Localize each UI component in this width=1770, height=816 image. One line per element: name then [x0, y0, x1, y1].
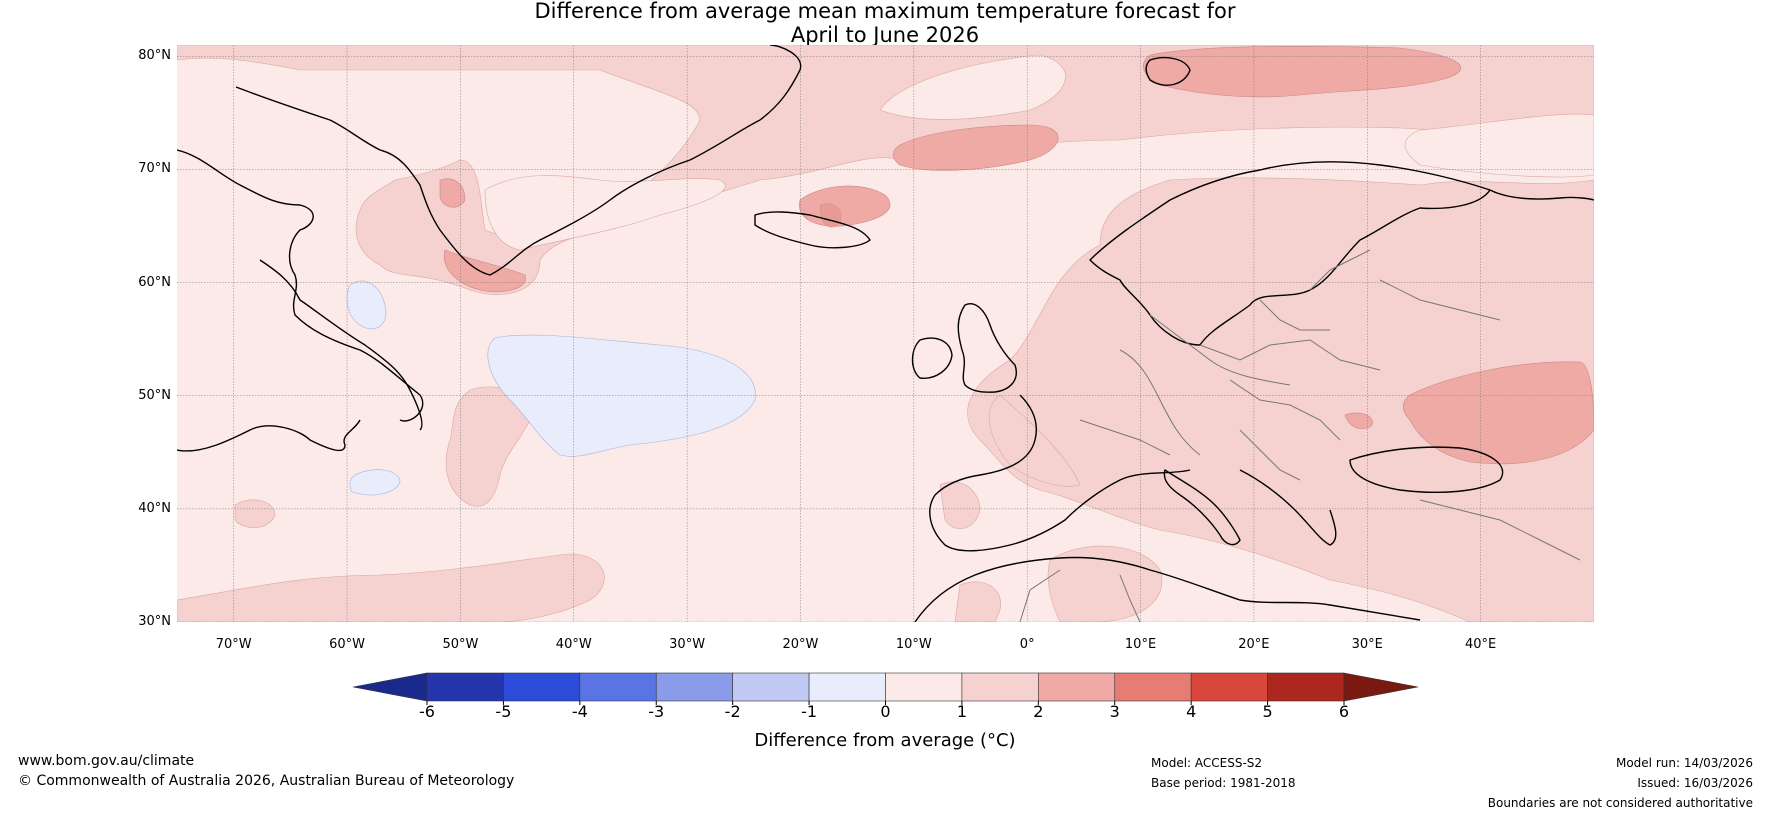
- longitude-label: 70°W: [215, 637, 252, 652]
- latitude-label: 30°N: [138, 614, 171, 629]
- coastlines: [177, 45, 1594, 622]
- anomaly-region-2-3-greenland-w: [439, 178, 466, 208]
- title-line-1: Difference from average mean maximum tem…: [534, 0, 1236, 23]
- anomaly-contours: [177, 45, 1594, 622]
- latitude-label: 80°N: [138, 48, 171, 64]
- footer-base-period: Base period: 1981-2018: [1151, 776, 1296, 790]
- colorbar-segment: [579, 672, 657, 702]
- colorbar-tick-label: 6: [1338, 702, 1350, 721]
- anomaly-region-1-2-north: [177, 45, 1594, 295]
- coastline-balkans: [1239, 469, 1337, 546]
- coastline-iceland: [754, 211, 871, 249]
- graticule: [177, 45, 1594, 622]
- footer-disclaimer: Boundaries are not considered authoritat…: [1487, 796, 1753, 810]
- coastline-canada-arctic: [177, 149, 424, 422]
- longitude-label: 10°E: [1124, 637, 1157, 652]
- longitude-label: 40°E: [1464, 637, 1497, 652]
- colorbar-segment: [655, 672, 733, 702]
- colorbar-segment: [1114, 672, 1192, 702]
- anomaly-region-1-2-atlantic-2: [177, 553, 605, 622]
- anomaly-region-0-1-arctic: [879, 54, 1066, 120]
- colorbar-tick-label: -1: [801, 702, 818, 721]
- colorbar-tick-label: 4: [1186, 702, 1197, 721]
- anomaly-region-2-3-barents: [1143, 45, 1462, 98]
- colorbar-segment: [426, 672, 504, 702]
- colorbar-tick-label: 0: [880, 702, 891, 721]
- colorbar-segment: [885, 672, 963, 702]
- anomaly-region-2-3-russia: [1402, 361, 1594, 465]
- latitude-label: 70°N: [138, 161, 171, 177]
- anomaly-region-1-2-africa-2: [954, 581, 1002, 622]
- longitude-label: 0°: [1019, 637, 1035, 652]
- coastline-europe-west: [929, 394, 1191, 552]
- anomaly-region-2-3-greenland-sea: [892, 124, 1059, 171]
- anomaly-region-2-3-ukraine: [1344, 412, 1373, 430]
- longitude-label: 40°W: [555, 637, 592, 652]
- latitude-label: 40°N: [138, 500, 171, 516]
- anomaly-region-1-2-med: [939, 481, 981, 529]
- colorbar-tick-label: 1: [956, 702, 967, 721]
- map-title: Difference from average mean maximum tem…: [0, 0, 1770, 47]
- anomaly-region-0-1-east: [1404, 113, 1594, 178]
- latitude-label: 50°N: [138, 387, 171, 403]
- colorbar-tick-label: 3: [1109, 702, 1120, 721]
- colorbar-tick-label: -3: [648, 702, 665, 721]
- coastline-italy: [1163, 469, 1241, 546]
- coastline-greenland: [235, 45, 802, 276]
- latitude-label: 60°N: [138, 274, 171, 290]
- anomaly-region-1-2-small: [234, 499, 276, 528]
- coastline-labrador: [259, 259, 423, 431]
- colorbar-tick-label: -4: [571, 702, 588, 721]
- anomaly-region-neg-1-0-labrador: [346, 280, 387, 330]
- colorbar-tick-label: 5: [1262, 702, 1273, 721]
- colorbar: [352, 672, 1419, 705]
- colorbar-tick-label: -5: [495, 702, 512, 721]
- colorbar-segment: [1190, 672, 1268, 702]
- coastline-russia-arctic: [1489, 189, 1594, 201]
- anomaly-region-neg-1-0-south: [349, 469, 401, 496]
- longitude-label: 30°W: [669, 637, 706, 652]
- footer-url[interactable]: www.bom.gov.au/climate: [18, 753, 195, 769]
- colorbar-segment: [732, 672, 810, 702]
- longitude-label: 60°W: [329, 637, 365, 652]
- colorbar-tick-label: -6: [419, 702, 435, 721]
- colorbar-tick-label: 2: [1033, 702, 1044, 721]
- coastline-svalbard: [1145, 57, 1191, 86]
- coastline-us-east: [177, 419, 361, 452]
- colorbar-max-extend: [1343, 672, 1419, 702]
- country-borders: [1019, 249, 1581, 622]
- longitude-label: 50°W: [442, 637, 479, 652]
- coastline-ireland: [911, 337, 953, 379]
- coastline-black-sea: [1349, 446, 1504, 493]
- footer-model-run: Model run: 14/03/2026: [1615, 756, 1753, 770]
- coastline-britain: [957, 303, 1017, 393]
- coastline-scandinavia: [1089, 161, 1491, 346]
- colorbar-segment: [1267, 672, 1345, 702]
- footer-model: Model: ACCESS-S2: [1151, 756, 1263, 770]
- anomaly-region-1-2-europe: [967, 177, 1594, 622]
- colorbar-segment: [503, 672, 581, 702]
- colorbar-segment: [961, 672, 1039, 702]
- longitude-label: 20°E: [1238, 637, 1270, 652]
- colorbar-tick-label: -2: [724, 702, 741, 721]
- longitude-label: 30°E: [1351, 637, 1383, 652]
- colorbar-min-extend: [352, 672, 428, 702]
- title-line-2: April to June 2026: [790, 23, 980, 47]
- footer-copyright: © Commonwealth of Australia 2026, Austra…: [18, 773, 515, 789]
- coastline-africa-north: [914, 556, 1421, 622]
- colorbar-segment: [808, 672, 886, 702]
- longitude-label: 10°W: [895, 637, 932, 652]
- anomaly-region-0-1-greenland: [484, 175, 726, 251]
- colorbar-segment: [1038, 672, 1116, 702]
- footer-issued: Issued: 16/03/2026: [1637, 776, 1753, 790]
- longitude-label: 20°W: [782, 637, 819, 652]
- colorbar-label: Difference from average (°C): [754, 730, 1016, 751]
